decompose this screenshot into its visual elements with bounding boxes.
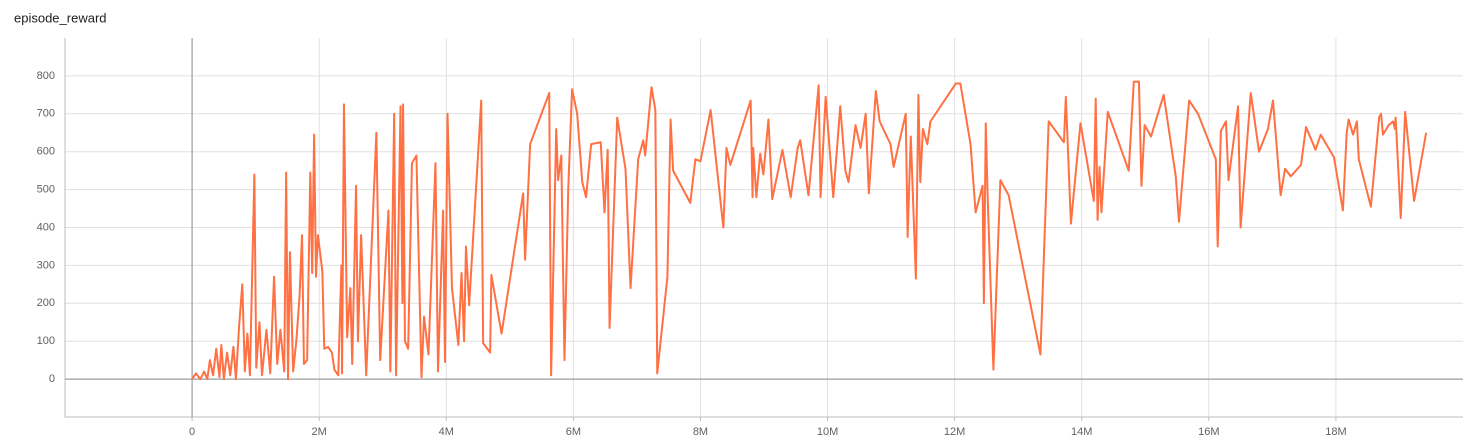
y-tick-label: 800 [37, 70, 55, 82]
y-tick-label: 300 [37, 259, 55, 271]
x-tick-label: 4M [439, 426, 454, 438]
y-tick-label: 400 [37, 221, 55, 233]
y-tick-label: 500 [37, 184, 55, 196]
y-tick-label: 0 [49, 373, 55, 385]
y-tick-label: 200 [37, 297, 55, 309]
y-tick-label: 700 [37, 108, 55, 120]
x-tick-label: 2M [312, 426, 327, 438]
x-tick-label: 8M [693, 426, 708, 438]
series-line [191, 80, 1428, 381]
chart-title: episode_reward [14, 10, 107, 25]
y-tick-label: 600 [37, 146, 55, 158]
x-tick-label: 10M [817, 426, 838, 438]
x-tick-label: 0 [189, 426, 195, 438]
x-tick-label: 16M [1198, 426, 1219, 438]
x-tick-label: 12M [944, 426, 965, 438]
x-tick-label: 6M [566, 426, 581, 438]
x-tick-label: 18M [1325, 426, 1346, 438]
x-tick-label: 14M [1071, 426, 1092, 438]
y-tick-label: 100 [37, 335, 55, 347]
